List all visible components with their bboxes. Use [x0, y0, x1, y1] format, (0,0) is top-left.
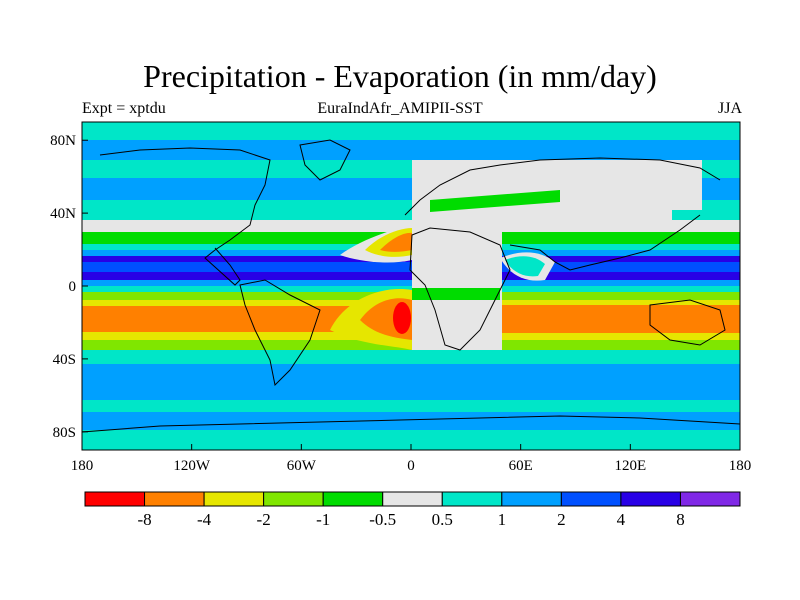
lon-tick-label: 180 [71, 458, 94, 474]
colorbar-label: -2 [257, 510, 271, 529]
colorbar-label: -4 [197, 510, 212, 529]
coastlines [82, 139, 740, 433]
colorbar-swatch [382, 491, 443, 507]
colorbar-swatch [144, 491, 205, 507]
coast-australia [649, 299, 726, 346]
colorbar-label: -1 [316, 510, 330, 529]
colorbar-swatch [263, 491, 324, 507]
colorbar-label: 0.5 [432, 510, 453, 529]
colorbar-swatch [322, 491, 384, 507]
experiment-label: Expt = xptdu [82, 100, 166, 117]
lon-tick-label: 60E [509, 458, 533, 474]
coast-europe [404, 157, 721, 216]
colorbar-label: -0.5 [369, 510, 396, 529]
lat-tick-label: 40N [50, 206, 76, 222]
coast-south-america [239, 279, 321, 387]
season-label: JJA [717, 100, 742, 117]
band-south-high [82, 412, 740, 430]
domain-edge-green [430, 190, 560, 212]
colorbar-label: -8 [137, 510, 151, 529]
band-arctic [82, 122, 740, 140]
band-itcz-core [82, 262, 740, 272]
band-antarctic [82, 430, 740, 450]
colorbar-swatch [84, 491, 146, 507]
experiment-name-label: EuraIndAfr_AMIPII-SST [317, 100, 483, 117]
colorbar-label: 1 [498, 510, 507, 529]
lon-tick-label: 180 [729, 458, 752, 474]
band-equator [82, 286, 740, 292]
lat-tick-label: 40S [53, 352, 76, 368]
colorbar-swatch [203, 491, 265, 507]
lat-tick-label: 80S [53, 425, 76, 441]
colorbar-swatch [620, 491, 681, 507]
band-itcz-edge-s [82, 280, 740, 286]
lon-tick-label: 60W [287, 458, 317, 474]
colorbar-label: 2 [557, 510, 566, 529]
arabian-cyan [505, 256, 545, 277]
lon-tick-label: 0 [407, 458, 415, 474]
domain-equator-green [412, 288, 500, 300]
band-south-40 [82, 350, 740, 364]
plot-title: Precipitation - Evaporation (in mm/day) [143, 58, 657, 94]
colorbar: -8 -4 -2 -1 -0.5 0.5 1 2 4 8 [84, 491, 741, 529]
axis-layer: 80N 40N 0 40S 80S 180 120W 60W 0 60E 120E 180 [50, 133, 751, 474]
lat-tick-label: 80N [50, 133, 76, 149]
band-south-storm [82, 364, 740, 400]
coast-africa [409, 227, 511, 351]
coast-asia-south [509, 214, 701, 271]
colorbar-swatch [560, 491, 622, 507]
atlantic-dry-peak [393, 302, 411, 334]
coast-north-america [99, 147, 271, 286]
domain-east-asia [672, 160, 702, 210]
colorbar-swatch [679, 491, 741, 507]
coast-antarctica [82, 415, 740, 433]
band-north-high [82, 140, 740, 160]
dry-core-indian [500, 305, 740, 333]
lon-tick-label: 120E [614, 458, 646, 474]
north-atlantic-orange [380, 232, 412, 252]
lon-tick-label: 120W [173, 458, 211, 474]
colorbar-swatch [441, 491, 503, 507]
colorbar-label: 4 [617, 510, 626, 529]
colorbar-swatch [501, 491, 562, 507]
coast-greenland [299, 139, 351, 181]
lat-tick-label: 0 [69, 279, 77, 295]
field-layer [82, 122, 740, 450]
colorbar-label: 8 [676, 510, 685, 529]
band-south-60 [82, 400, 740, 412]
